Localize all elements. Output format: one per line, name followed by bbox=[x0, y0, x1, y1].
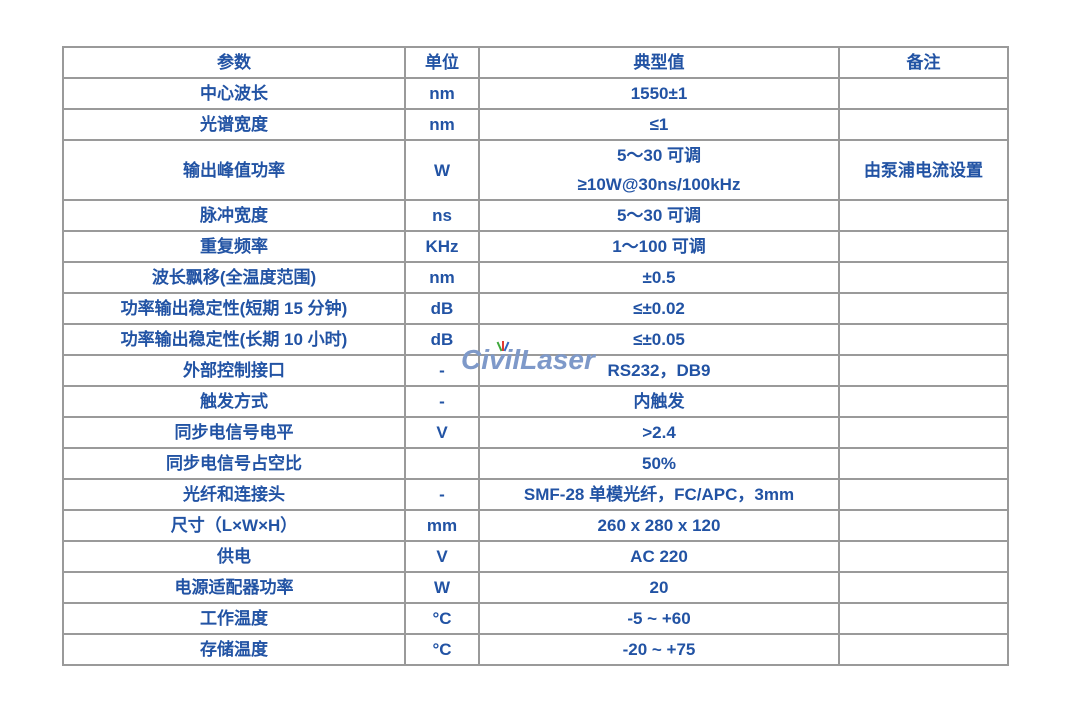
table-row: 工作温度 °C -5 ~ +60 bbox=[62, 602, 1009, 635]
param-cell: 同步电信号占空比 bbox=[62, 447, 406, 480]
value-cell: 260 x 280 x 120 bbox=[478, 509, 840, 542]
param-cell: 重复频率 bbox=[62, 230, 406, 263]
note-cell bbox=[838, 540, 1009, 573]
value-cell: 20 bbox=[478, 571, 840, 604]
note-cell bbox=[838, 447, 1009, 480]
param-cell: 触发方式 bbox=[62, 385, 406, 418]
unit-cell: - bbox=[404, 478, 480, 511]
param-cell: 供电 bbox=[62, 540, 406, 573]
unit-cell: °C bbox=[404, 602, 480, 635]
table-row: 同步电信号占空比 50% bbox=[62, 447, 1009, 480]
table-row: 功率输出稳定性(短期 15 分钟) dB ≤±0.02 bbox=[62, 292, 1009, 325]
note-cell: 由泵浦电流设置 bbox=[838, 139, 1009, 201]
note-cell bbox=[838, 571, 1009, 604]
note-cell bbox=[838, 230, 1009, 263]
unit-cell: W bbox=[404, 139, 480, 201]
col-header-unit: 单位 bbox=[404, 46, 480, 79]
note-cell bbox=[838, 416, 1009, 449]
note-cell bbox=[838, 633, 1009, 666]
note-cell bbox=[838, 77, 1009, 110]
unit-cell: V bbox=[404, 416, 480, 449]
note-cell bbox=[838, 108, 1009, 141]
note-cell bbox=[838, 261, 1009, 294]
value-cell: ≤±0.02 bbox=[478, 292, 840, 325]
param-cell: 输出峰值功率 bbox=[62, 139, 406, 201]
note-cell bbox=[838, 323, 1009, 356]
value-cell: 5～30 可调 bbox=[478, 199, 840, 232]
unit-cell: - bbox=[404, 354, 480, 387]
table-row: 光谱宽度 nm ≤1 bbox=[62, 108, 1009, 141]
value-line-1: 5～30 可调 bbox=[616, 146, 702, 165]
param-cell: 光纤和连接头 bbox=[62, 478, 406, 511]
table-row: 同步电信号电平 V >2.4 bbox=[62, 416, 1009, 449]
unit-cell bbox=[404, 447, 480, 480]
value-cell: >2.4 bbox=[478, 416, 840, 449]
value-cell: SMF-28 单模光纤，FC/APC，3mm bbox=[478, 478, 840, 511]
col-header-typical-value: 典型值 bbox=[478, 46, 840, 79]
param-cell: 光谱宽度 bbox=[62, 108, 406, 141]
col-header-parameter: 参数 bbox=[62, 46, 406, 79]
value-cell: 50% bbox=[478, 447, 840, 480]
unit-cell: KHz bbox=[404, 230, 480, 263]
table-row: 波长飘移(全温度范围) nm ±0.5 bbox=[62, 261, 1009, 294]
note-cell bbox=[838, 602, 1009, 635]
unit-cell: mm bbox=[404, 509, 480, 542]
param-cell: 波长飘移(全温度范围) bbox=[62, 261, 406, 294]
table-row: 输出峰值功率 W 5～30 可调 ≥10W@30ns/100kHz 由泵浦电流设… bbox=[62, 139, 1009, 201]
value-cell: ≤1 bbox=[478, 108, 840, 141]
unit-cell: dB bbox=[404, 323, 480, 356]
value-cell: -5 ~ +60 bbox=[478, 602, 840, 635]
table-row: 触发方式 - 内触发 bbox=[62, 385, 1009, 418]
unit-cell: ns bbox=[404, 199, 480, 232]
table-row: 电源适配器功率 W 20 bbox=[62, 571, 1009, 604]
param-cell: 外部控制接口 bbox=[62, 354, 406, 387]
note-cell bbox=[838, 478, 1009, 511]
param-cell: 电源适配器功率 bbox=[62, 571, 406, 604]
param-cell: 功率输出稳定性(短期 15 分钟) bbox=[62, 292, 406, 325]
param-cell: 工作温度 bbox=[62, 602, 406, 635]
value-cell: 1～100 可调 bbox=[478, 230, 840, 263]
unit-cell: nm bbox=[404, 77, 480, 110]
table-row: 光纤和连接头 - SMF-28 单模光纤，FC/APC，3mm bbox=[62, 478, 1009, 511]
table-row: 脉冲宽度 ns 5～30 可调 bbox=[62, 199, 1009, 232]
table-row: 中心波长 nm 1550±1 bbox=[62, 77, 1009, 110]
col-header-remark: 备注 bbox=[838, 46, 1009, 79]
table-row: 尺寸（L×W×H） mm 260 x 280 x 120 bbox=[62, 509, 1009, 542]
table-row: 供电 V AC 220 bbox=[62, 540, 1009, 573]
note-cell bbox=[838, 292, 1009, 325]
value-line-2: ≥10W@30ns/100kHz bbox=[577, 175, 741, 194]
unit-cell: nm bbox=[404, 108, 480, 141]
note-cell bbox=[838, 509, 1009, 542]
note-cell bbox=[838, 385, 1009, 418]
value-cell: 内触发 bbox=[478, 385, 840, 418]
unit-cell: nm bbox=[404, 261, 480, 294]
value-cell: 5～30 可调 ≥10W@30ns/100kHz bbox=[478, 139, 840, 201]
param-cell: 同步电信号电平 bbox=[62, 416, 406, 449]
unit-cell: dB bbox=[404, 292, 480, 325]
param-cell: 功率输出稳定性(长期 10 小时) bbox=[62, 323, 406, 356]
param-cell: 存储温度 bbox=[62, 633, 406, 666]
note-cell bbox=[838, 354, 1009, 387]
value-cell: 1550±1 bbox=[478, 77, 840, 110]
table-header-row: 参数 单位 典型值 备注 bbox=[62, 46, 1009, 79]
param-cell: 脉冲宽度 bbox=[62, 199, 406, 232]
value-cell: ≤±0.05 bbox=[478, 323, 840, 356]
value-cell: RS232，DB9 bbox=[478, 354, 840, 387]
unit-cell: V bbox=[404, 540, 480, 573]
table-row: 存储温度 °C -20 ~ +75 bbox=[62, 633, 1009, 666]
table-row: 重复频率 KHz 1～100 可调 bbox=[62, 230, 1009, 263]
value-cell: AC 220 bbox=[478, 540, 840, 573]
param-cell: 中心波长 bbox=[62, 77, 406, 110]
table-row: 外部控制接口 - RS232，DB9 bbox=[62, 354, 1009, 387]
value-cell: -20 ~ +75 bbox=[478, 633, 840, 666]
unit-cell: - bbox=[404, 385, 480, 418]
note-cell bbox=[838, 199, 1009, 232]
param-cell: 尺寸（L×W×H） bbox=[62, 509, 406, 542]
unit-cell: W bbox=[404, 571, 480, 604]
value-cell: ±0.5 bbox=[478, 261, 840, 294]
spec-table: 参数 单位 典型值 备注 中心波长 nm 1550±1 光谱宽度 nm ≤1 输… bbox=[62, 46, 1009, 666]
unit-cell: °C bbox=[404, 633, 480, 666]
table-row: 功率输出稳定性(长期 10 小时) dB ≤±0.05 bbox=[62, 323, 1009, 356]
